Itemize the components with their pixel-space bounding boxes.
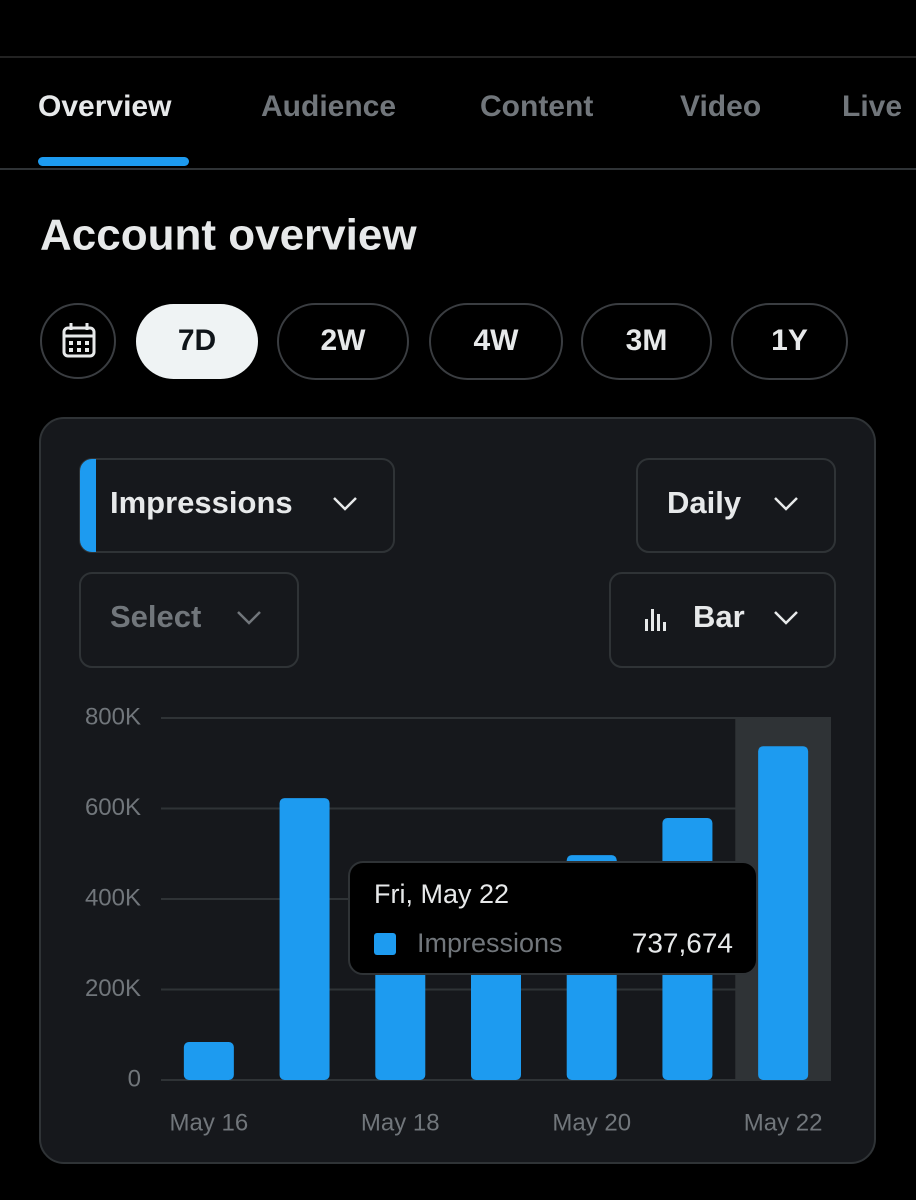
metric-dropdown[interactable]: Impressions bbox=[79, 458, 395, 553]
x-tick-label: May 18 bbox=[361, 1109, 440, 1136]
range-pill bbox=[136, 304, 258, 379]
range-pill bbox=[277, 303, 409, 380]
tooltip-series: Impressions bbox=[417, 928, 563, 958]
tooltip-value: 737,674 bbox=[632, 927, 733, 958]
bar bbox=[183, 1041, 234, 1080]
range-pill bbox=[429, 303, 563, 380]
x-tick-label: May 20 bbox=[552, 1109, 631, 1136]
range-label: 1Y bbox=[771, 324, 808, 357]
bar bbox=[758, 746, 809, 1080]
range-label: 4W bbox=[474, 324, 520, 357]
interval-label: Daily bbox=[667, 485, 742, 520]
chart-type-label: Bar bbox=[693, 599, 745, 634]
y-tick-label: 0 bbox=[128, 1065, 141, 1092]
calendar-button[interactable] bbox=[40, 303, 116, 379]
y-tick-label: 400K bbox=[85, 884, 141, 911]
active-tab-indicator bbox=[38, 157, 189, 166]
tab[interactable]: Audience bbox=[261, 90, 396, 123]
compare-dropdown[interactable]: Select bbox=[79, 572, 299, 668]
x-tick-label: May 22 bbox=[744, 1109, 823, 1136]
range-label: 3M bbox=[626, 324, 668, 357]
y-tick-label: 600K bbox=[85, 794, 141, 821]
y-tick-label: 800K bbox=[85, 703, 141, 730]
range-pill bbox=[581, 303, 712, 380]
range-button[interactable]: 2W bbox=[277, 303, 409, 380]
range-label: 7D bbox=[178, 324, 216, 357]
interval-dropdown[interactable]: Daily bbox=[636, 458, 836, 553]
bar bbox=[279, 798, 330, 1080]
x-tick-label: May 16 bbox=[170, 1109, 249, 1136]
tooltip: Fri, May 22 Impressions 737,674 bbox=[348, 861, 758, 975]
tooltip-box bbox=[348, 861, 758, 975]
range-button[interactable]: 4W bbox=[429, 303, 563, 380]
range-pill bbox=[731, 303, 848, 380]
tab[interactable]: Video bbox=[680, 90, 761, 123]
tooltip-swatch bbox=[374, 933, 396, 955]
range-button[interactable]: 7D bbox=[136, 304, 258, 379]
range-label: 2W bbox=[321, 324, 367, 357]
compare-label: Select bbox=[110, 599, 201, 634]
tooltip-title: Fri, May 22 bbox=[374, 879, 509, 909]
tab[interactable]: Content bbox=[480, 90, 593, 123]
chart-type-dropdown[interactable]: Bar bbox=[609, 572, 836, 668]
metric-label: Impressions bbox=[110, 485, 293, 520]
page-title: Account overview bbox=[40, 211, 417, 260]
y-tick-label: 200K bbox=[85, 975, 141, 1002]
tab[interactable]: Overview bbox=[38, 90, 172, 123]
range-button[interactable]: 3M bbox=[581, 303, 712, 380]
tab[interactable]: Live bbox=[842, 90, 902, 123]
range-button[interactable]: 1Y bbox=[731, 303, 848, 380]
